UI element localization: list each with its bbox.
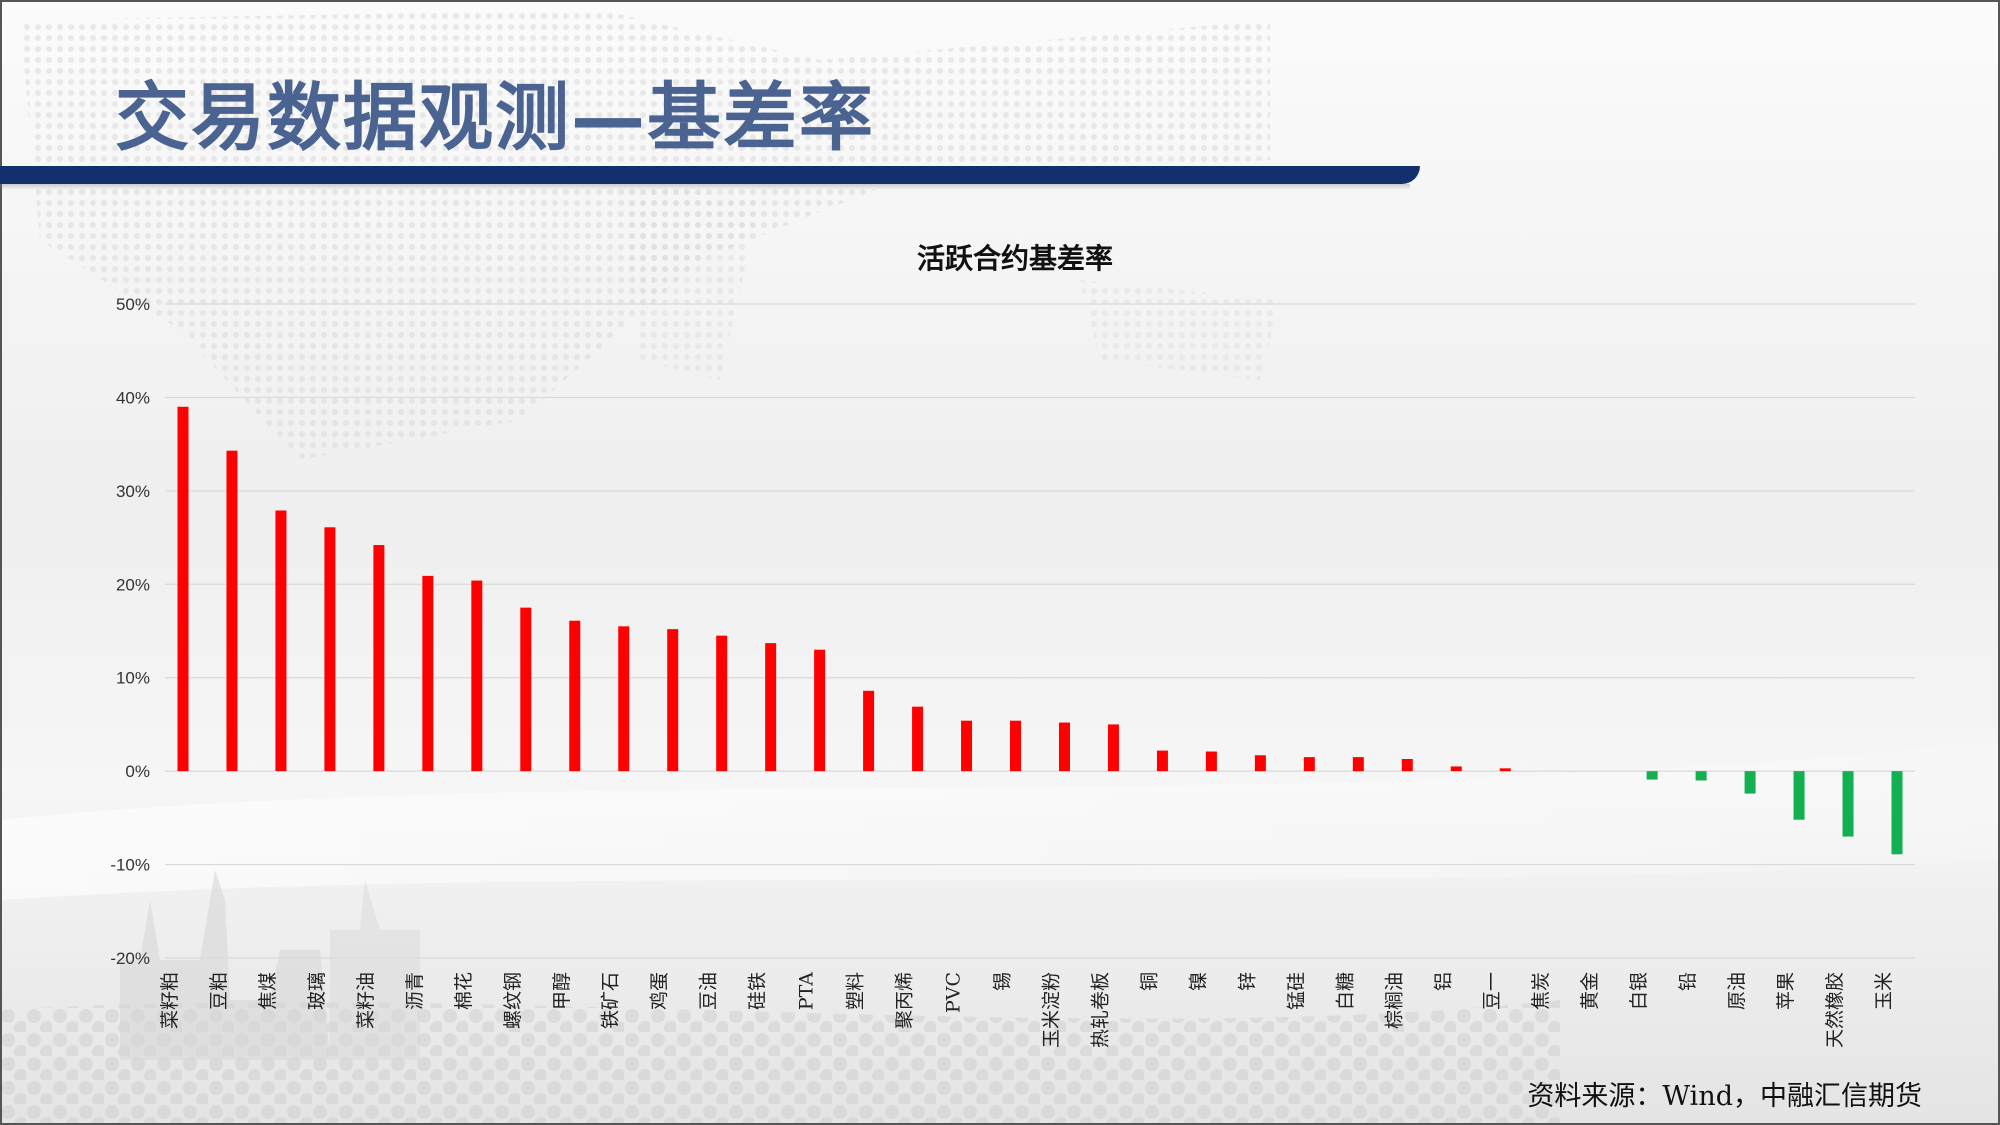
bar-25 xyxy=(1401,758,1413,772)
y-tick-label: 20% xyxy=(116,575,150,594)
bar-0 xyxy=(177,406,189,772)
x-category-label: 焦炭 xyxy=(1530,972,1552,1010)
bar-16 xyxy=(961,720,973,772)
title-underline-bar xyxy=(0,166,1420,184)
x-category-label: 铅 xyxy=(1677,972,1699,991)
x-category-label: 镍 xyxy=(1187,972,1209,991)
x-category-label: PTA xyxy=(796,972,818,1010)
x-category-label: 锰硅 xyxy=(1285,972,1307,1010)
x-category-label: 棕榈油 xyxy=(1383,972,1405,1029)
x-category-label: 铝 xyxy=(1432,972,1454,991)
y-tick-label: 0% xyxy=(125,762,150,781)
x-category-label: 豆一 xyxy=(1481,972,1503,1010)
x-category-label: 豆油 xyxy=(698,972,720,1010)
bar-22 xyxy=(1254,755,1266,772)
x-category-label: 焦煤 xyxy=(257,972,279,1010)
bar-24 xyxy=(1352,757,1364,772)
y-tick-label: 40% xyxy=(116,388,150,407)
y-tick-label: 30% xyxy=(116,482,150,501)
bar-34 xyxy=(1842,771,1854,837)
x-category-label: 甲醇 xyxy=(551,972,573,1010)
x-category-label: PVC xyxy=(943,972,965,1013)
bar-12 xyxy=(765,643,777,772)
bar-6 xyxy=(471,580,483,772)
y-axis-ticks: 50% 40% 30% 20% 10% 0% -10% -20% xyxy=(110,295,150,968)
x-category-label: 螺纹钢 xyxy=(502,972,524,1029)
bar-3 xyxy=(324,527,336,772)
x-category-label: 天然橡胶 xyxy=(1824,972,1846,1048)
x-category-label: 铜 xyxy=(1138,972,1160,991)
x-category-label: 沥青 xyxy=(404,972,426,1010)
x-category-label: 黄金 xyxy=(1579,972,1601,1010)
bar-11 xyxy=(716,635,728,772)
x-category-label: 锌 xyxy=(1236,972,1258,991)
x-category-label: 玻璃 xyxy=(306,972,328,1010)
bar-17 xyxy=(1010,720,1022,772)
source-note: 资料来源：Wind，中融汇信期货 xyxy=(1527,1081,1922,1112)
bar-1 xyxy=(226,450,238,772)
x-category-label: 玉米 xyxy=(1873,972,1895,1010)
page-title: 交易数据观测—基差率 xyxy=(115,75,875,161)
bar-31 xyxy=(1695,771,1707,781)
bar-9 xyxy=(618,626,630,772)
x-category-label: 菜籽油 xyxy=(355,972,377,1029)
y-tick-label: -20% xyxy=(110,949,150,968)
x-category-label: 原油 xyxy=(1726,972,1748,1010)
bar-27 xyxy=(1499,768,1511,772)
bar-26 xyxy=(1450,766,1462,772)
x-category-label: 硅铁 xyxy=(747,972,769,1010)
bar-8 xyxy=(569,620,581,772)
bar-2 xyxy=(275,510,287,772)
x-category-label: 棉花 xyxy=(453,972,475,1010)
x-category-label: 豆粕 xyxy=(208,972,230,1010)
bar-32 xyxy=(1744,771,1756,794)
x-category-label: 塑料 xyxy=(845,972,867,1010)
bar-10 xyxy=(667,629,679,772)
bar-19 xyxy=(1107,724,1119,772)
x-category-label: 苹果 xyxy=(1775,972,1797,1010)
x-category-label: 热轧卷板 xyxy=(1089,972,1111,1048)
bar-7 xyxy=(520,607,532,772)
x-category-label: 白银 xyxy=(1628,972,1650,1010)
x-category-label: 聚丙烯 xyxy=(894,972,916,1029)
x-category-label: 铁矿石 xyxy=(600,972,622,1029)
bar-13 xyxy=(814,649,826,772)
bars xyxy=(177,406,1903,855)
title-underline-shadow xyxy=(0,184,1410,190)
x-category-label: 鸡蛋 xyxy=(649,972,671,1010)
y-tick-label: 50% xyxy=(116,295,150,314)
x-category-label: 玉米淀粉 xyxy=(1040,972,1062,1048)
bar-4 xyxy=(373,545,385,772)
bar-20 xyxy=(1156,750,1168,772)
bar-30 xyxy=(1646,771,1658,780)
y-tick-label: -10% xyxy=(110,856,150,875)
y-tick-label: 10% xyxy=(116,669,150,688)
bar-35 xyxy=(1891,771,1903,855)
bar-15 xyxy=(912,706,924,772)
bar-33 xyxy=(1793,771,1805,820)
chart-title: 活跃合约基差率 xyxy=(917,242,1113,275)
x-category-label: 菜籽粕 xyxy=(159,972,181,1029)
bar-14 xyxy=(863,690,875,772)
bar-18 xyxy=(1058,722,1070,772)
x-axis-labels: 菜籽粕 豆粕 焦煤 玻璃 菜籽油 沥青 棉花 螺纹钢 甲醇 铁矿石 鸡蛋 豆油 硅铁 PTA 塑料 聚丙烯 PV… xyxy=(159,972,1895,1048)
x-category-label: 白糖 xyxy=(1334,972,1356,1010)
gridlines xyxy=(165,303,1915,959)
bar-23 xyxy=(1303,757,1315,772)
bar-5 xyxy=(422,575,434,772)
x-category-label: 锡 xyxy=(992,972,1014,991)
bar-21 xyxy=(1205,751,1217,772)
